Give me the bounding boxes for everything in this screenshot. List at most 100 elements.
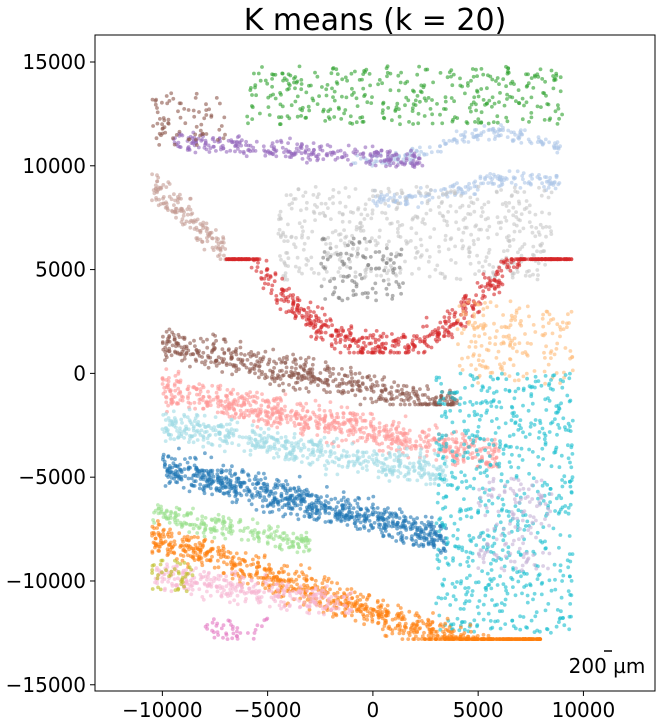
scatter-point	[327, 511, 331, 516]
scatter-point	[530, 172, 534, 177]
scatter-point	[391, 397, 396, 401]
scatter-point	[443, 449, 448, 454]
scatter-point	[495, 120, 500, 125]
scatter-point	[412, 392, 417, 396]
scatter-point	[367, 528, 371, 533]
scatter-point	[186, 108, 191, 112]
scatter-point	[289, 206, 294, 211]
scatter-point	[197, 110, 201, 114]
scatter-point	[291, 197, 296, 201]
scatter-point	[363, 328, 368, 333]
scatter-point	[432, 448, 437, 453]
scatter-point	[340, 298, 345, 303]
scatter-point	[549, 68, 554, 73]
scatter-point	[231, 431, 236, 436]
scatter-point	[186, 400, 191, 405]
scatter-point	[367, 374, 371, 378]
scatter-point	[268, 368, 272, 373]
scatter-point	[211, 397, 216, 402]
scatter-point	[369, 101, 374, 105]
scatter-point	[193, 96, 198, 100]
scatter-point	[536, 261, 541, 266]
scatter-point	[204, 132, 209, 136]
scatter-point	[165, 101, 170, 106]
scatter-point	[222, 351, 227, 356]
scatter-point	[237, 257, 242, 262]
scatter-point	[473, 340, 478, 344]
scatter-point	[352, 426, 357, 431]
scatter-point	[374, 380, 379, 384]
scatter-point	[542, 369, 547, 374]
scatter-point	[328, 144, 333, 149]
scatter-point	[548, 175, 552, 180]
scatter-point	[343, 75, 348, 80]
scatter-point	[322, 237, 327, 242]
scatter-point	[346, 157, 350, 162]
scatter-point	[375, 193, 380, 198]
scatter-point	[486, 121, 491, 126]
scatter-point	[222, 449, 227, 454]
scatter-point	[305, 423, 310, 428]
scatter-point	[220, 370, 225, 374]
scatter-point	[554, 73, 559, 78]
scatter-point	[421, 217, 426, 222]
scatter-point	[456, 448, 460, 452]
scatter-point	[414, 231, 419, 236]
scatter-point	[396, 73, 401, 78]
scatter-point	[272, 366, 276, 370]
scatter-point	[299, 82, 304, 86]
scatter-point	[450, 437, 455, 442]
scatter-point	[449, 332, 454, 337]
scatter-point	[533, 330, 538, 334]
scatter-point	[416, 396, 420, 401]
scatter-point	[250, 105, 255, 110]
scatter-point	[319, 495, 323, 499]
scatter-point	[277, 412, 282, 417]
scatter-point	[381, 101, 385, 106]
scatter-point	[330, 415, 334, 420]
scatter-point	[334, 67, 339, 72]
scatter-point	[466, 212, 470, 216]
scatter-point	[404, 95, 409, 100]
scatter-point	[524, 100, 529, 105]
scatter-point	[399, 510, 404, 515]
scatter-point	[346, 433, 351, 437]
scatter-point	[235, 420, 240, 425]
scatter-point	[418, 145, 422, 150]
scatter-point	[471, 201, 476, 206]
scatter-point	[335, 411, 340, 416]
scatter-point	[323, 472, 328, 477]
scatter-point	[458, 277, 463, 282]
scatter-point	[230, 372, 235, 377]
scatter-point	[450, 335, 455, 340]
scatter-point	[406, 98, 411, 103]
scatter-point	[570, 368, 575, 373]
scatter-point	[285, 277, 290, 282]
scatter-point	[349, 162, 353, 167]
scatter-point	[161, 334, 165, 339]
scatter-point	[499, 133, 503, 138]
scatter-point	[227, 406, 232, 411]
scatter-point	[494, 272, 498, 277]
scatter-point	[364, 464, 369, 468]
scatter-point	[357, 241, 362, 245]
scatter-point	[405, 453, 409, 458]
scatter-point	[422, 535, 427, 540]
scatter-point	[288, 193, 293, 197]
scatter-point	[510, 338, 514, 343]
scatter-point	[383, 211, 388, 216]
scatter-point	[236, 147, 240, 151]
scatter-point	[426, 96, 431, 100]
scatter-point	[419, 90, 424, 95]
scatter-point	[275, 451, 279, 456]
scatter-point	[361, 412, 365, 417]
scatter-point	[471, 238, 476, 243]
scatter-point	[181, 485, 186, 490]
scatter-point	[516, 135, 520, 140]
scatter-point	[202, 413, 207, 418]
scatter-point	[535, 104, 540, 109]
scatter-point	[271, 398, 276, 403]
scatter-point	[416, 205, 421, 210]
scatter-point	[220, 347, 225, 352]
scatter-point	[316, 383, 320, 388]
